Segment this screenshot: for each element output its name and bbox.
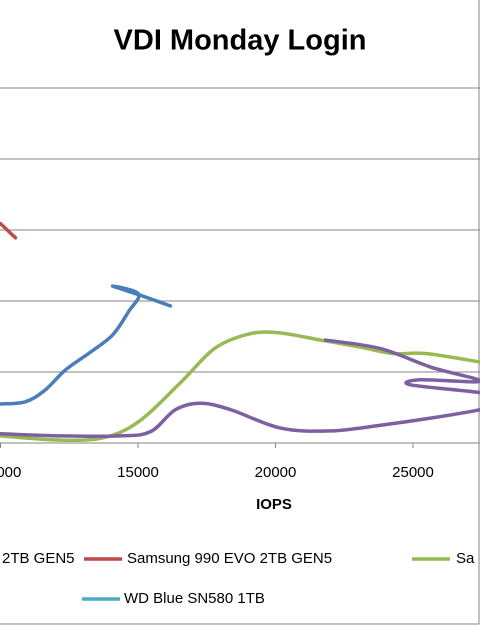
x-tick-label: 10000 (0, 464, 21, 481)
chart-title: VDI Monday Login (114, 25, 367, 57)
series-line (0, 338, 480, 439)
series-line (0, 284, 173, 406)
legend-label: 2TB GEN5 (2, 550, 75, 567)
legend-label: WD Blue SN580 1TB (124, 590, 265, 607)
x-tick-label: 15000 (117, 464, 159, 481)
legend-label: Samsung 990 EVO 2TB GEN5 (127, 550, 332, 567)
legend-label: Sa (456, 550, 475, 567)
x-tick-label: 20000 (255, 464, 297, 481)
series-line (0, 221, 18, 240)
x-axis-label: IOPS (256, 496, 292, 513)
x-tick-label: 25000 (392, 464, 434, 481)
